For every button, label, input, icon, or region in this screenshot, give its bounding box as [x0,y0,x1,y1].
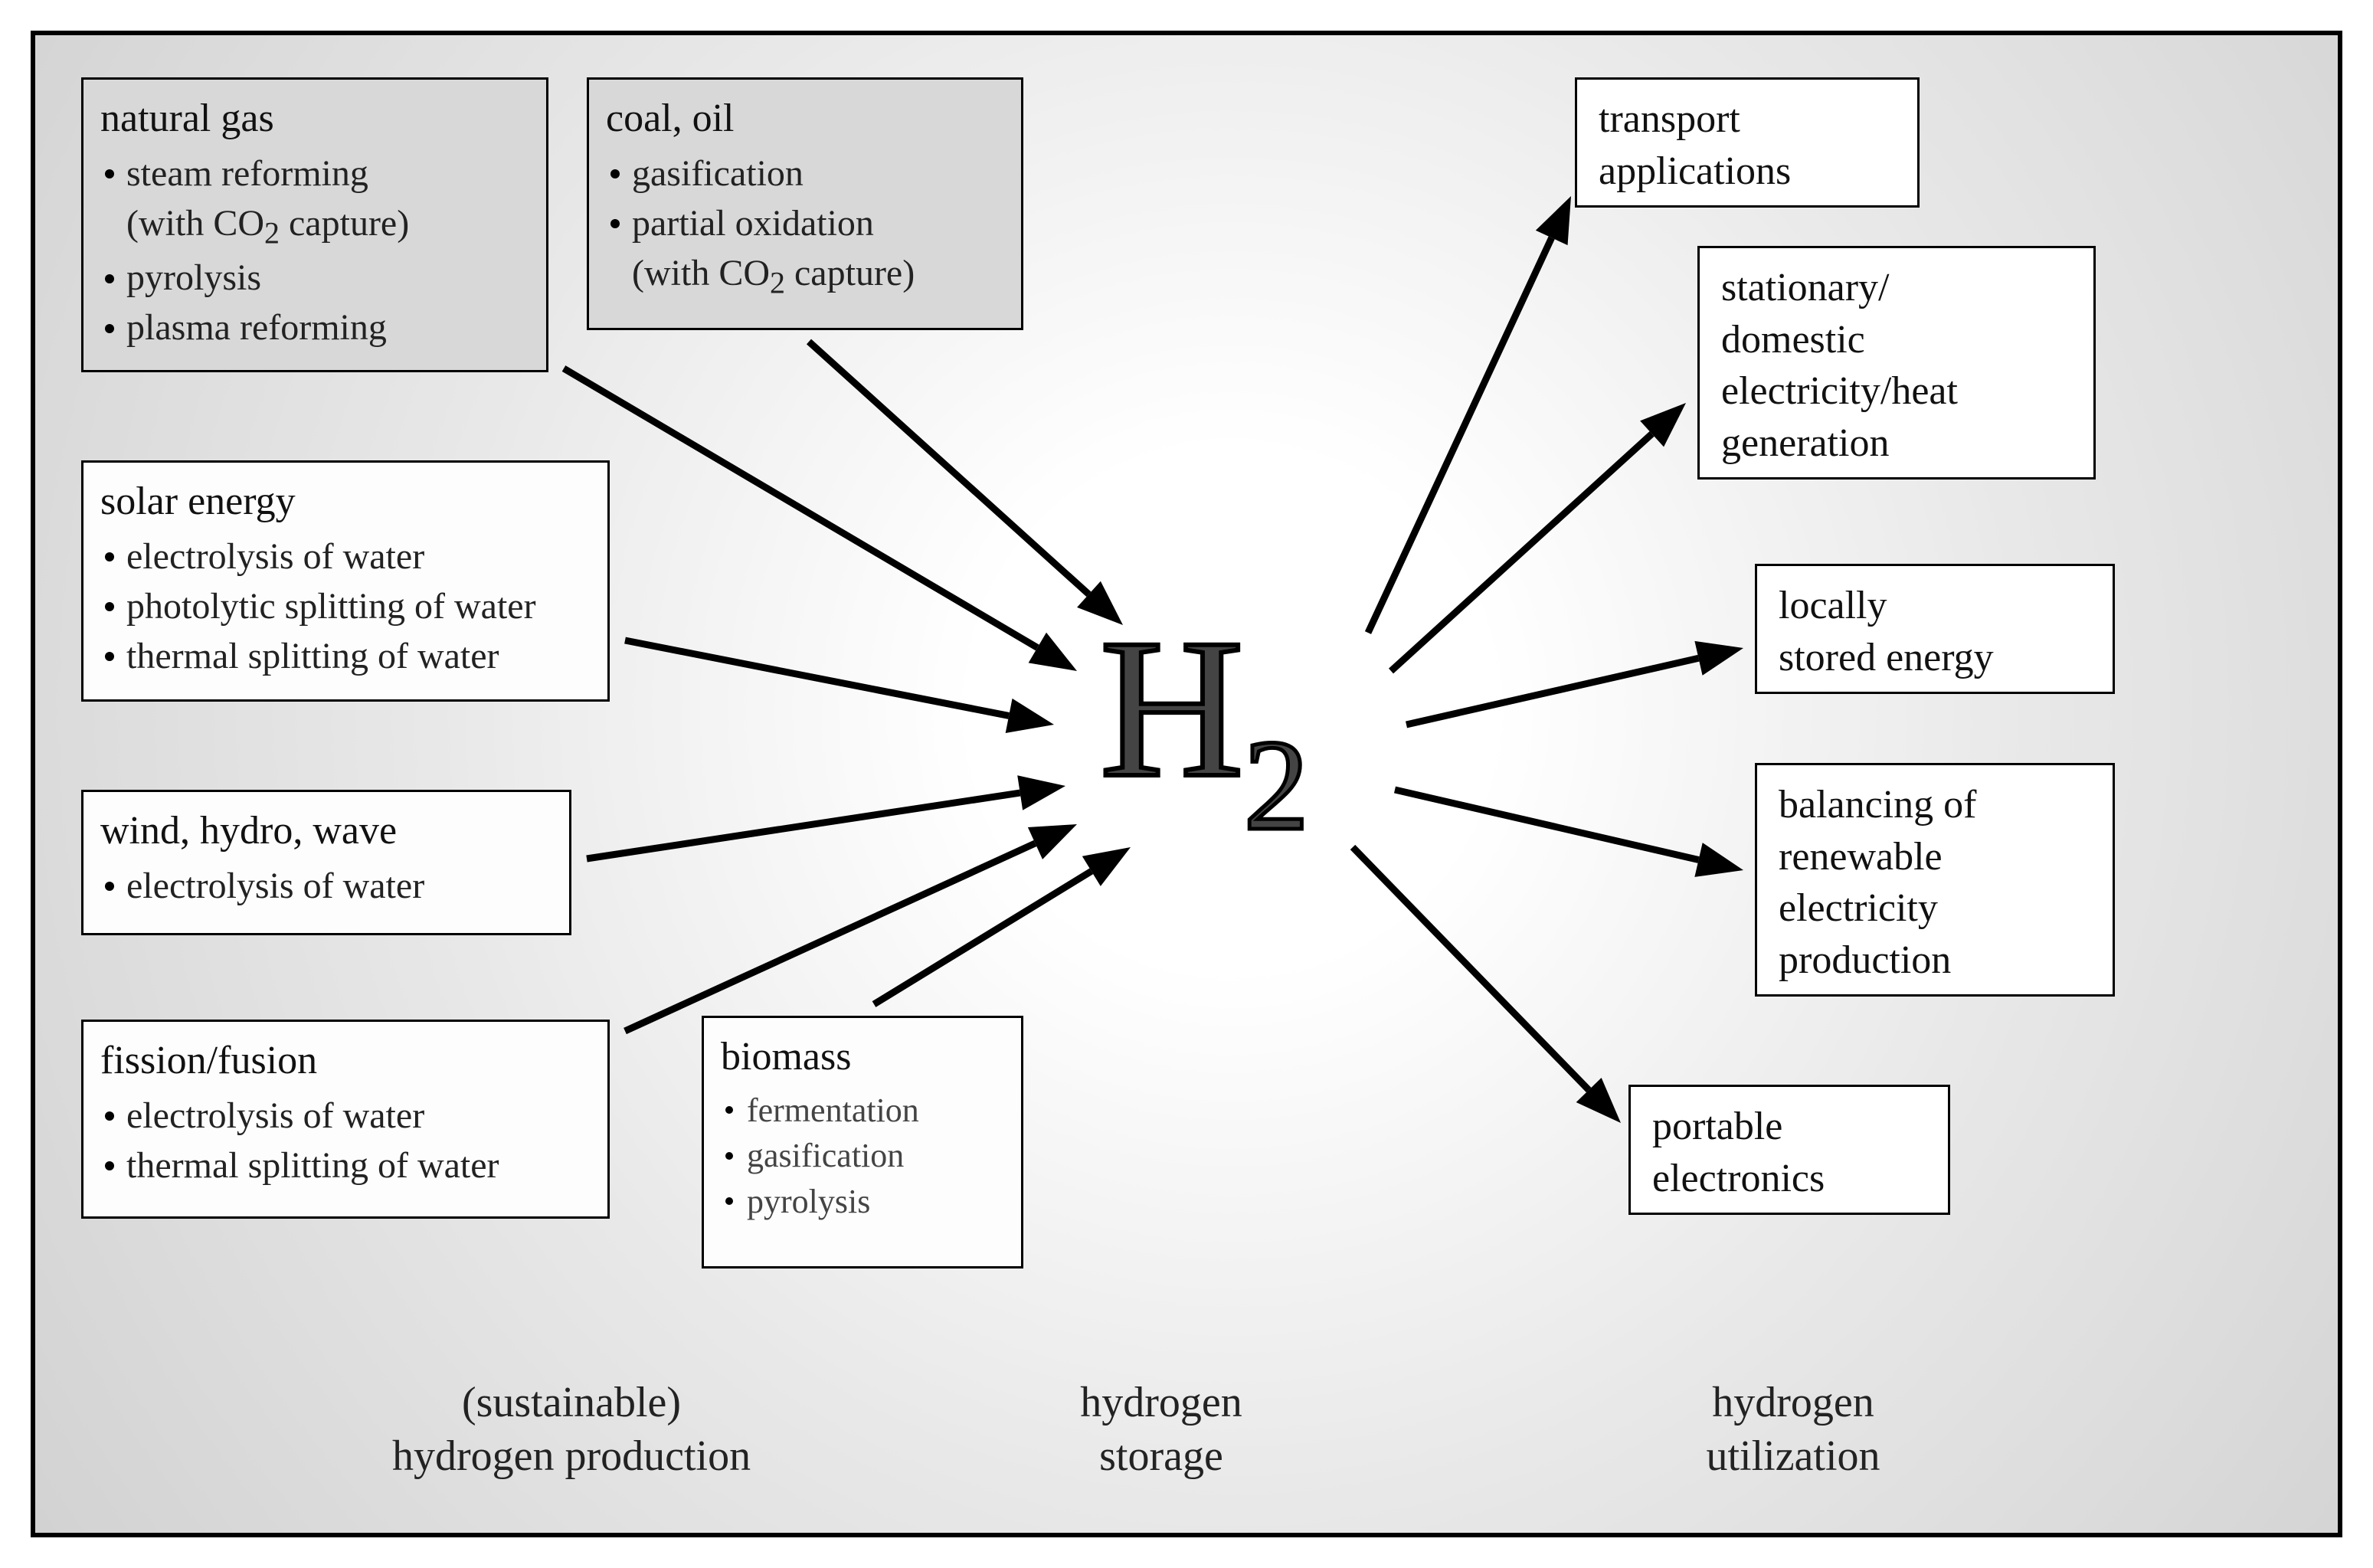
box-items: electrolysis of water thermal splitting … [100,1092,591,1191]
center-h2-sub: 2 [1244,713,1309,857]
box-item: electrolysis of water [100,532,591,582]
box-natural-gas: natural gas steam reforming(with CO2 cap… [81,77,548,372]
box-items: electrolysis of water photolytic splitti… [100,532,591,681]
box-solar: solar energy electrolysis of water photo… [81,460,610,702]
box-title: natural gas [100,93,529,143]
box-title: fission/fusion [100,1036,591,1085]
footer-production: (sustainable)hydrogen production [303,1376,840,1483]
out-text: portableelectronics [1652,1105,1825,1200]
box-coal-oil: coal, oil gasification partial oxidation… [587,77,1023,330]
box-item: partial oxidation(with CO2 capture) [606,199,1004,303]
box-items: electrolysis of water [100,862,552,912]
box-fission: fission/fusion electrolysis of water the… [81,1020,610,1219]
box-item: pyrolysis [100,254,529,303]
box-item: thermal splitting of water [100,1141,591,1191]
footer-storage: hydrogenstorage [1008,1376,1314,1483]
box-item: thermal splitting of water [100,632,591,682]
box-item: gasification [606,149,1004,199]
out-balancing: balancing ofrenewableelectricityproducti… [1755,763,2115,997]
box-item: electrolysis of water [100,1092,591,1141]
out-stationary: stationary/domesticelectricity/heatgener… [1697,246,2096,480]
box-item: gasification [721,1133,1004,1178]
box-item: fermentation [721,1088,1004,1133]
box-biomass: biomass fermentation gasification pyroly… [702,1016,1023,1268]
out-text: transportapplications [1599,97,1791,193]
diagram-frame: H2 natural gas steam reforming(with CO2 … [31,31,2342,1537]
box-items: gasification partial oxidation(with CO2 … [606,149,1004,303]
box-title: wind, hydro, wave [100,806,552,856]
out-text: locallystored energy [1779,584,1994,679]
center-h2-H: H [1100,598,1244,819]
box-item: steam reforming(with CO2 capture) [100,149,529,254]
out-transport: transportapplications [1575,77,1920,208]
box-item: photolytic splitting of water [100,582,591,632]
out-portable: portableelectronics [1628,1085,1950,1215]
box-wind: wind, hydro, wave electrolysis of water [81,790,571,935]
out-text: balancing ofrenewableelectricityproducti… [1779,783,1976,982]
box-item: pyrolysis [721,1179,1004,1224]
box-items: steam reforming(with CO2 capture) pyroly… [100,149,529,353]
footer-utilization: hydrogenutilization [1621,1376,1965,1483]
out-text: stationary/domesticelectricity/heatgener… [1721,266,1958,465]
box-title: biomass [721,1032,1004,1082]
box-item: plasma reforming [100,303,529,353]
out-locally: locallystored energy [1755,564,2115,694]
box-item: electrolysis of water [100,862,552,912]
box-title: coal, oil [606,93,1004,143]
box-title: solar energy [100,476,591,526]
center-h2-label: H2 [1100,594,1309,823]
box-items: fermentation gasification pyrolysis [721,1088,1004,1224]
